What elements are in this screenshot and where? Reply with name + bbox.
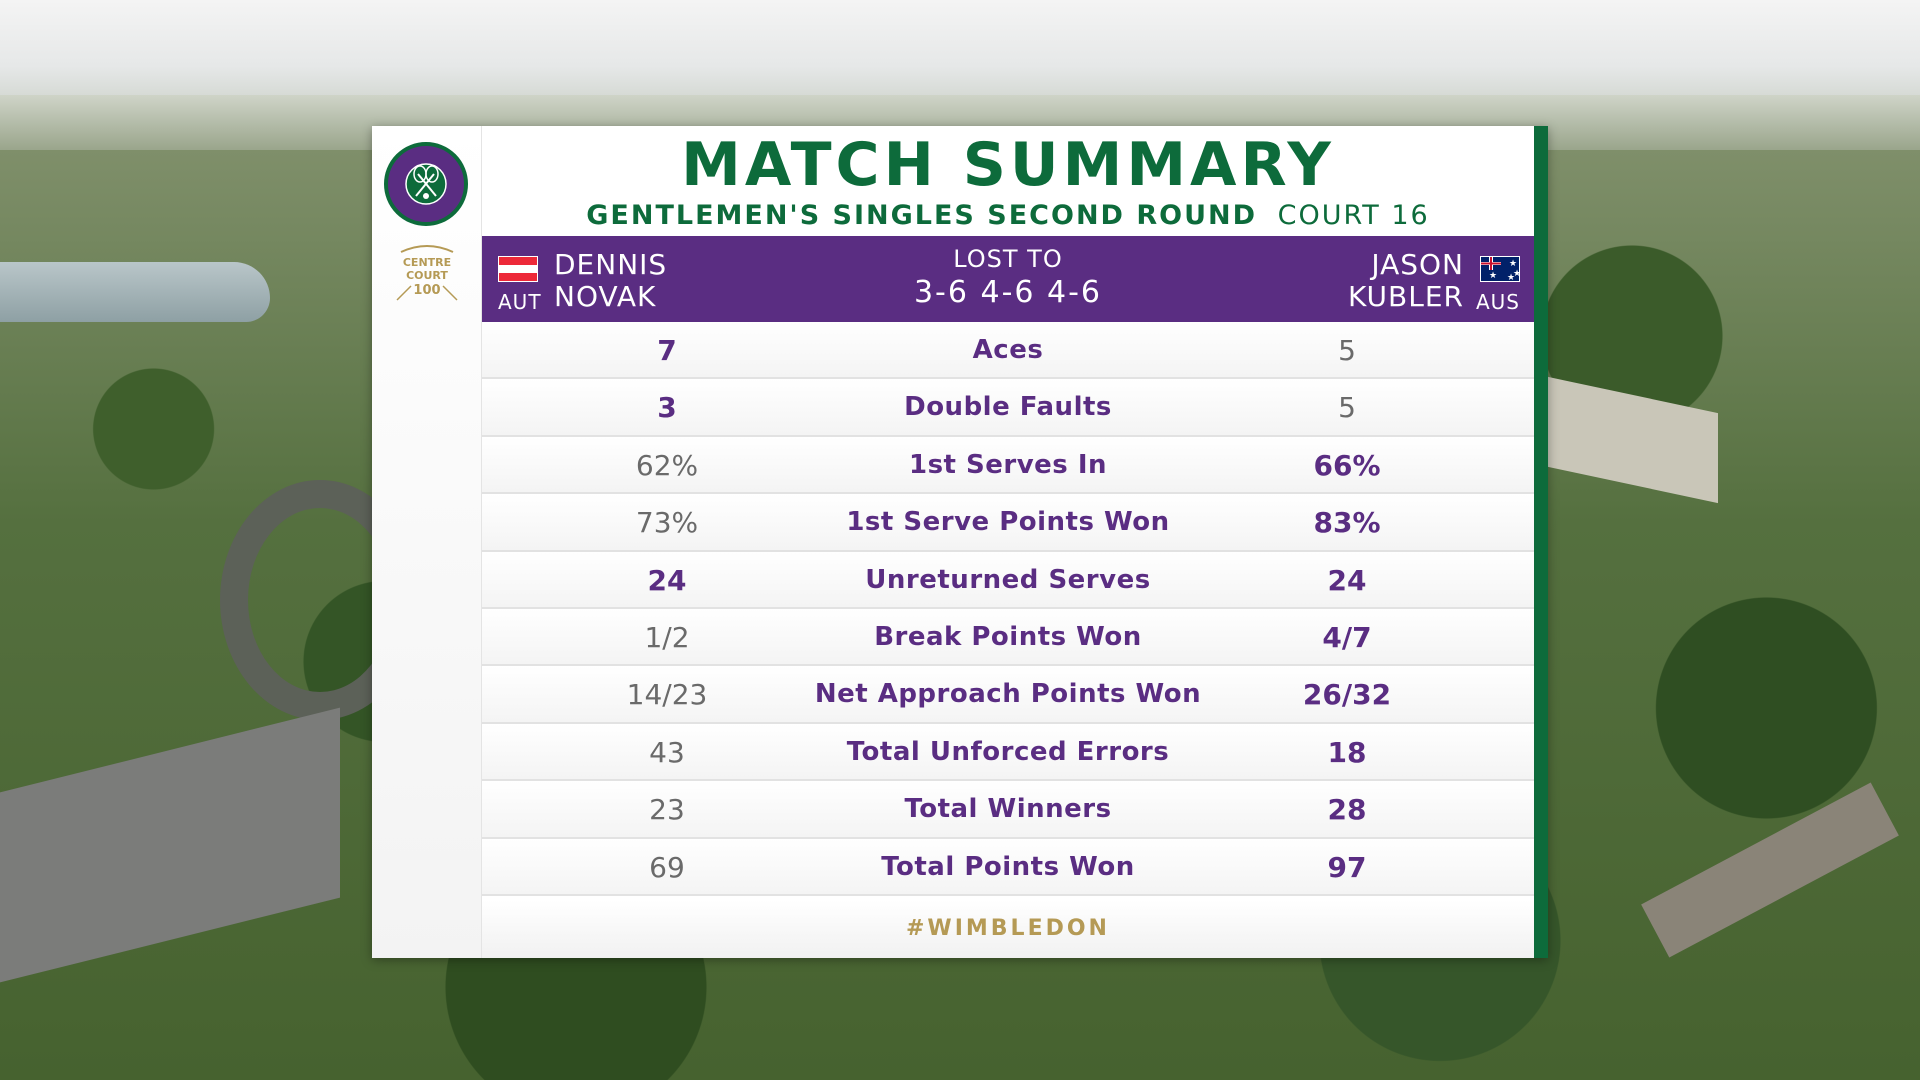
- stat-row-total-winners: 23 Total Winners 28: [482, 781, 1534, 839]
- match-subtitle: GENTLEMEN'S SINGLES SECOND ROUND COURT 1…: [482, 196, 1534, 236]
- stat-left-value: 3: [657, 391, 677, 425]
- svg-text:COURT: COURT: [406, 269, 448, 282]
- wimbledon-logo-icon: [384, 142, 468, 226]
- australia-flag-icon: ★ ★ ★ ★: [1480, 256, 1520, 282]
- stat-label: 1st Serve Points Won: [846, 507, 1170, 538]
- court-label: COURT 16: [1277, 200, 1430, 231]
- stat-row-unreturned-serves: 24 Unreturned Serves 24: [482, 551, 1534, 609]
- austria-flag-icon: [498, 256, 538, 282]
- stat-label: Double Faults: [904, 392, 1112, 423]
- stat-left-value: 62%: [635, 448, 699, 482]
- stat-label: Aces: [972, 335, 1044, 365]
- stat-right-value: 28: [1327, 793, 1367, 827]
- panel-accent-bar: [1534, 126, 1548, 958]
- lake: [0, 262, 270, 322]
- stat-left-value: 24: [647, 563, 687, 597]
- stat-right-value: 5: [1338, 391, 1356, 425]
- stat-row-net-approach-points-won: 14/23 Net Approach Points Won 26/32: [482, 666, 1534, 724]
- player-left: AUT DENNIS NOVAK: [498, 246, 758, 314]
- stat-row-break-points-won: 1/2 Break Points Won 4/7: [482, 608, 1534, 667]
- player-left-country: AUT: [498, 290, 542, 314]
- player-left-last-name: NOVAK: [554, 280, 657, 313]
- stat-right-value: 66%: [1313, 448, 1381, 482]
- player-left-first-name: DENNIS: [554, 248, 668, 281]
- stat-right-value: 97: [1327, 850, 1367, 884]
- stat-row-double-faults: 3 Double Faults 5: [482, 379, 1534, 437]
- player-right-first-name: JASON: [1371, 248, 1464, 281]
- player-right: ★ ★ ★ ★ AUS JASON KUBLER: [1260, 246, 1520, 314]
- stat-right-value: 18: [1327, 735, 1367, 769]
- stat-left-value: 73%: [635, 506, 699, 540]
- stat-label: Unreturned Serves: [865, 564, 1151, 595]
- stat-right-value: 5: [1338, 334, 1356, 367]
- hashtag-footer: #WIMBLEDON: [482, 900, 1534, 958]
- match-result: LOST TO 3-6 4-6 4-6: [808, 244, 1208, 312]
- stat-right-value: 83%: [1313, 506, 1381, 540]
- players-header: AUT DENNIS NOVAK LOST TO 3-6 4-6 4-6 ★ ★…: [482, 236, 1534, 322]
- logo-column: CENTRE COURT 100: [372, 126, 482, 958]
- centre-court-100-logo-icon: CENTRE COURT 100: [384, 242, 470, 312]
- stat-row-total-points-won: 69 Total Points Won 97: [482, 838, 1534, 896]
- svg-text:100: 100: [413, 283, 440, 298]
- stat-label: Net Approach Points Won: [814, 679, 1202, 710]
- stat-label: Total Points Won: [881, 851, 1135, 882]
- stat-left-value: 7: [657, 334, 677, 367]
- stat-label: 1st Serves In: [908, 449, 1108, 480]
- stat-row-aces: 7 Aces 5: [482, 322, 1534, 380]
- stat-left-value: 43: [649, 735, 685, 769]
- page-title: MATCH SUMMARY: [681, 130, 1335, 200]
- result-label: LOST TO: [953, 245, 1063, 273]
- stat-label: Total Winners: [904, 794, 1112, 825]
- stat-label: Total Unforced Errors: [846, 736, 1170, 767]
- summary-content: MATCH SUMMARY GENTLEMEN'S SINGLES SECOND…: [482, 126, 1534, 958]
- result-score: 3-6 4-6 4-6: [913, 275, 1103, 310]
- svg-text:CENTRE: CENTRE: [403, 256, 451, 269]
- stat-right-value: 26/32: [1302, 678, 1392, 712]
- round-label: GENTLEMEN'S SINGLES SECOND ROUND: [586, 200, 1258, 231]
- stat-left-value: 1/2: [644, 620, 690, 654]
- stat-label: Break Points Won: [874, 621, 1142, 652]
- stat-left-value: 23: [649, 793, 685, 827]
- match-summary-panel: CENTRE COURT 100 MATCH SUMMARY GENTLEMEN…: [372, 126, 1548, 958]
- stat-row-total-unforced-errors: 43 Total Unforced Errors 18: [482, 723, 1534, 782]
- stat-right-value: 24: [1327, 563, 1367, 597]
- stat-row-first-serve-points-won: 73% 1st Serve Points Won 83%: [482, 494, 1534, 552]
- stats-table: 7 Aces 5 3 Double Faults 5 62% 1st Serve…: [482, 322, 1534, 896]
- player-right-country: AUS: [1475, 290, 1520, 314]
- player-right-last-name: KUBLER: [1347, 280, 1464, 313]
- stat-row-first-serves-in: 62% 1st Serves In 66%: [482, 436, 1534, 495]
- stat-left-value: 14/23: [626, 678, 708, 712]
- stat-right-value: 4/7: [1322, 620, 1372, 654]
- stat-left-value: 69: [649, 850, 685, 884]
